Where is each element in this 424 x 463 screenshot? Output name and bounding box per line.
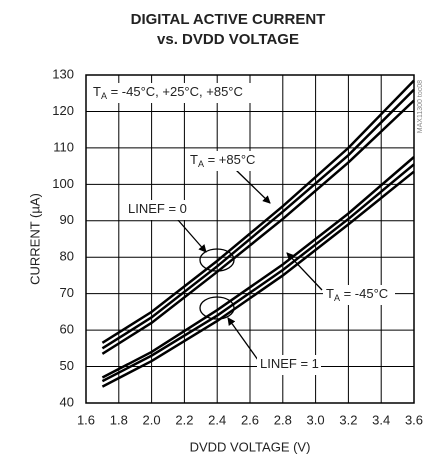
y-tick-label: 40 [60,394,74,409]
y-tick-label: 50 [60,358,74,373]
annotation-rest: = -45°C [340,286,388,301]
annotation-sub: A [101,91,107,101]
annotation: TA = -45°C, +25°C, +85°C [93,84,243,101]
x-tick-label: 3.2 [339,412,357,427]
callout-arrow [177,219,207,253]
x-tick-label: 2.6 [241,412,259,427]
annotation-rest: = -45°C, +25°C, +85°C [107,84,243,99]
side-note: MAX11300 toc08 [417,80,424,133]
y-tick-label: 100 [52,176,74,191]
y-tick-label: 120 [52,103,74,118]
annotation-bg [125,200,189,220]
data-line [101,88,415,350]
y-tick-label: 60 [60,322,74,337]
annotation: TA = -45°C [326,286,388,303]
y-axis-label: CURRENT (µA) [27,193,42,285]
annotation-text: LINEF = 1 [260,356,319,371]
callout-arrow [235,169,271,204]
annotation: LINEF = 1 [260,356,319,371]
chart-title: DIGITAL ACTIVE CURRENT [131,11,326,28]
x-tick-label: 2.4 [208,412,226,427]
data-line [101,170,415,388]
annotation-text: LINEF = 0 [128,201,187,216]
annotation: LINEF = 0 [128,201,187,216]
data-line [101,163,415,383]
y-tick-label: 80 [60,249,74,264]
y-tick-label: 90 [60,212,74,227]
x-tick-label: 2.8 [274,412,292,427]
x-tick-label: 1.6 [77,412,95,427]
y-tick-label: 130 [52,66,74,81]
annotation-bg [323,285,395,305]
x-tick-label: 3.4 [372,412,390,427]
annotation-bg [90,83,276,103]
annotation-text: T [326,286,334,301]
annotation-text: T [93,84,101,99]
x-tick-label: 1.8 [110,412,128,427]
annotation-bg [257,355,321,375]
x-axis-label: DVDD VOLTAGE (V) [190,439,311,454]
data-line [101,79,415,344]
plot-frame [85,74,415,404]
callout-ellipse [199,296,235,320]
data-line [101,99,415,355]
y-tick-label: 70 [60,285,74,300]
data-line [101,156,415,379]
callout-arrow [227,317,259,361]
annotation-sub: A [198,159,204,169]
chart-subtitle: vs. DVDD VOLTAGE [157,31,299,48]
x-tick-label: 3.0 [307,412,325,427]
x-tick-label: 3.6 [405,412,423,427]
annotation-bg [187,151,265,171]
annotation: TA = +85°C [190,152,255,169]
x-tick-label: 2.2 [175,412,193,427]
y-tick-label: 110 [53,139,74,154]
annotation-rest: = +85°C [204,152,255,167]
annotation-text: T [190,152,198,167]
callout-ellipse [199,248,235,272]
annotation-sub: A [334,293,340,303]
x-tick-label: 2.0 [143,412,161,427]
callout-arrow [286,252,323,291]
